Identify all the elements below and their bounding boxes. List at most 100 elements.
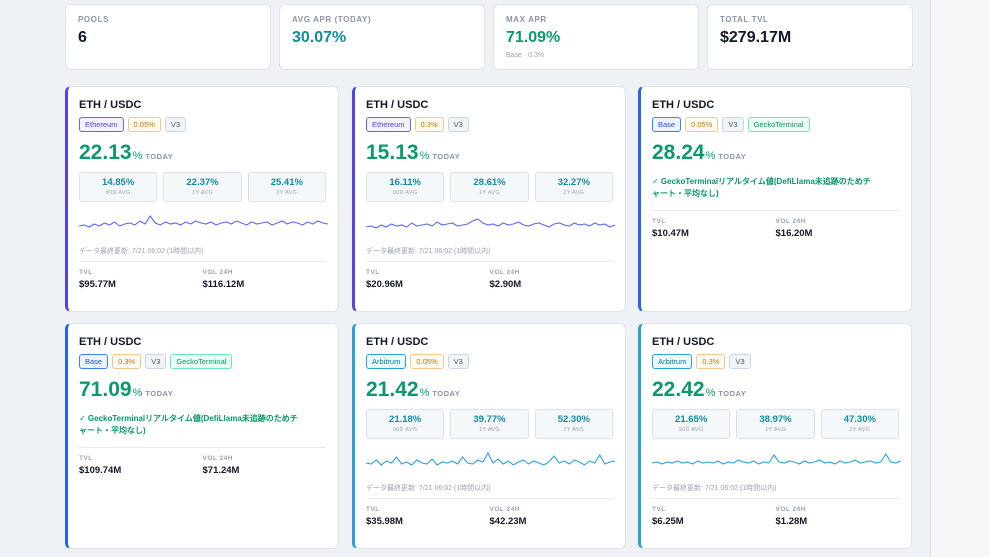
version-badge: V3 [164,117,186,132]
avg-boxes: 21.65% 90D AVG 38.97% 1Y AVG 47.30% 2Y AVG [652,409,899,439]
stat-label: MAX APR [506,15,547,24]
version-badge: V3 [729,354,751,369]
stat-value: 71.09% [506,29,561,46]
today-label: TODAY [718,389,747,398]
tvl-metric: TVL $35.98M [366,506,490,527]
avg-90d: 16.11% 90D AVG [366,172,445,202]
avg-value: 14.85% [102,177,135,188]
avg-label: 1Y AVG [479,190,500,196]
fee-badge: 0.05% [410,354,444,369]
pool-tags: Ethereum 0.3% V3 [366,117,613,132]
avg-label: 90D AVG [105,190,131,196]
stat-pools: POOLS 6 [65,4,271,70]
pool-metrics: TVL $10.47M VOL 24H $16.20M [652,218,899,239]
avg-label: 2Y AVG [849,427,871,433]
pool-card[interactable]: ETH / USDC Ethereum 0.3% V3 15.13% TODAY … [352,86,626,312]
divider [652,210,899,211]
avg-2y: 52.30% 2Y AVG [534,409,613,439]
avg-boxes: 21.18% 90D AVG 39.77% 1Y AVG 52.30% 2Y AVG [366,409,613,439]
pool-card[interactable]: ETH / USDC Base 0.05% V3 GeckoTerminal 2… [638,86,912,312]
pool-card[interactable]: ETH / USDC Base 0.3% V3 GeckoTerminal 71… [65,323,339,549]
pool-metrics: TVL $6.25M VOL 24H $1.28M [652,506,899,527]
tvl-label: TVL [79,269,93,276]
version-badge: V3 [447,354,469,369]
divider [652,498,899,499]
fee-badge: 0.3% [696,354,726,369]
volume-label: VOL 24H [489,506,520,513]
pool-metrics: TVL $109.74M VOL 24H $71.24M [79,455,326,476]
source-badge: GeckoTerminal [170,354,233,369]
apr-value: 71.09 [79,378,132,401]
today-label: TODAY [432,152,461,161]
apr-row: 22.42% TODAY [652,378,899,402]
today-label: TODAY [145,152,174,161]
avg-label: 90D AVG [678,427,704,433]
volume-metric: VOL 24H $1.28M [776,506,900,527]
tvl-metric: TVL $109.74M [79,455,203,476]
sparkline-line [652,452,901,465]
apr-percent: % [419,387,430,399]
pool-card[interactable]: ETH / USDC Arbitrum 0.05% V3 21.42% TODAY… [352,323,626,549]
divider [366,261,613,262]
last-updated: データ最終更新: 7/21 06:02 (1時間以内) [79,248,204,255]
avg-label: 2Y AVG [563,427,585,433]
pool-card[interactable]: ETH / USDC Arbitrum 0.3% V3 22.42% TODAY … [638,323,912,549]
pool-metrics: TVL $20.96M VOL 24H $2.90M [366,269,613,290]
avg-label: 1Y AVG [765,427,786,433]
tvl-value: $35.98M [366,516,403,527]
volume-label: VOL 24H [775,218,806,225]
avg-value: 21.18% [389,414,422,425]
volume-value: $116.12M [202,279,245,290]
pool-pair: ETH / USDC [366,336,429,348]
avg-label: 2Y AVG [563,190,585,196]
right-rail [930,0,990,557]
stat-total-tvl: TOTAL TVL $279.17M [707,4,913,70]
avg-1y: 22.37% 1Y AVG [163,172,242,202]
apr-sparkline [652,452,901,465]
avg-value: 38.97% [759,414,792,425]
avg-1y: 39.77% 1Y AVG [450,409,529,439]
avg-label: 90D AVG [392,427,418,433]
avg-value: 21.65% [675,414,708,425]
version-badge: V3 [145,354,167,369]
avg-value: 52.30% [557,414,590,425]
apr-percent: % [132,150,143,162]
last-updated: データ最終更新: 7/21 06:02 (1時間以内) [366,248,491,255]
avg-value: 22.37% [186,177,219,188]
pool-tags: Base 0.05% V3 GeckoTerminal [652,117,899,132]
divider [366,498,613,499]
tvl-value: $6.25M [652,516,684,527]
pool-metrics: TVL $95.77M VOL 24H $116.12M [79,269,326,290]
pool-pair: ETH / USDC [652,99,715,111]
avg-value: 25.41% [270,177,303,188]
stat-label: TOTAL TVL [720,15,769,24]
tvl-label: TVL [652,506,666,513]
pool-tags: Base 0.3% V3 GeckoTerminal [79,354,326,369]
apr-percent: % [419,150,430,162]
pool-pair: ETH / USDC [366,99,429,111]
tvl-metric: TVL $6.25M [652,506,776,527]
volume-value: $1.28M [775,516,808,527]
realtime-note: ✓ GeckoTerminalリアルタイム値(DefiLlama未追跡のためチャ… [652,177,871,198]
sparkline-line [366,451,615,466]
volume-metric: VOL 24H $42.23M [490,506,614,527]
stat-value: 6 [78,29,87,46]
tvl-label: TVL [652,218,666,225]
stat-value: 30.07% [292,29,347,46]
tvl-value: $95.77M [79,279,116,290]
stat-label: AVG APR (TODAY) [292,15,372,24]
apr-percent: % [132,387,143,399]
realtime-note: ✓ GeckoTerminalリアルタイム値(DefiLlama未追跡のためチャ… [79,414,298,435]
stat-sub: Base · 0.3% [506,52,545,59]
volume-label: VOL 24H [202,269,233,276]
volume-value: $42.23M [489,516,527,527]
apr-sparkline [366,451,615,466]
apr-row: 15.13% TODAY [366,141,613,165]
tvl-value: $20.96M [366,279,403,290]
volume-value: $71.24M [202,465,240,476]
apr-percent: % [705,387,716,399]
avg-2y: 25.41% 2Y AVG [247,172,326,202]
pool-card[interactable]: ETH / USDC Ethereum 0.05% V3 22.13% TODAY… [65,86,339,312]
source-badge: GeckoTerminal [747,117,810,132]
stat-value: $279.17M [720,29,792,46]
